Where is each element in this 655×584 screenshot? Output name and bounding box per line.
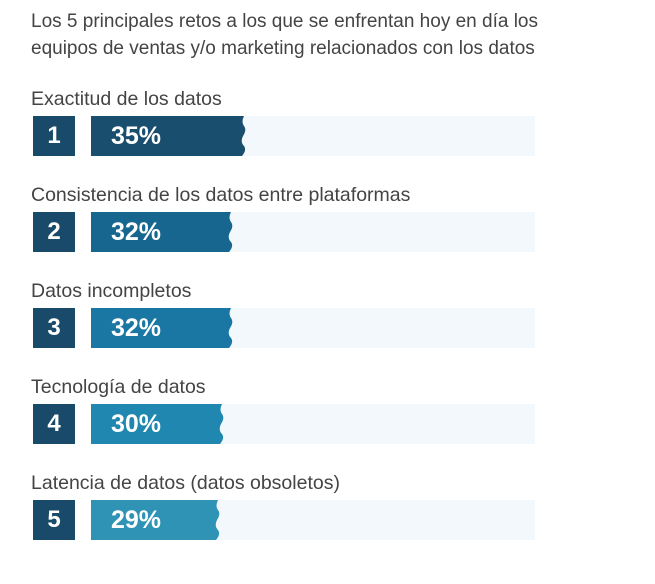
bar-torn-edge <box>240 116 246 156</box>
rank-badge: 2 <box>33 212 75 252</box>
bar-row: Consistencia de los datos entre platafor… <box>0 184 655 296</box>
bar-track: 35% <box>91 116 535 156</box>
bar-row: Tecnología de datos 4 30% <box>0 376 655 488</box>
bar: 29% <box>91 500 219 540</box>
bar: 32% <box>91 212 233 252</box>
bar-torn-edge <box>218 404 224 444</box>
rank-badge: 4 <box>33 404 75 444</box>
bar-value-label: 32% <box>111 314 162 342</box>
bar-value-label: 30% <box>111 410 162 438</box>
rank-badge: 3 <box>33 308 75 348</box>
bar: 35% <box>91 116 246 156</box>
bar-label: Latencia de datos (datos obsoletos) <box>31 472 340 494</box>
bar-label: Tecnología de datos <box>31 376 206 398</box>
bar-row: Exactitud de los datos 1 35% <box>0 88 655 200</box>
bar-track: 30% <box>91 404 535 444</box>
bar-track: 32% <box>91 308 535 348</box>
title-line-2: equipos de ventas y/o marketing relacion… <box>31 38 535 59</box>
rank-badge: 1 <box>33 116 75 156</box>
bar-label: Consistencia de los datos entre platafor… <box>31 184 411 206</box>
bar-value-label: 32% <box>111 218 162 246</box>
bar-torn-edge <box>226 212 233 252</box>
bar-value-label: 35% <box>111 122 162 150</box>
bar-value-label: 29% <box>111 506 162 534</box>
bar-row: Latencia de datos (datos obsoletos) 5 29… <box>0 472 655 584</box>
title-line-1: Los 5 principales retos a los que se enf… <box>31 11 538 32</box>
bar-torn-edge <box>226 308 233 348</box>
bar-label: Datos incompletos <box>31 280 192 302</box>
bar: 32% <box>91 308 233 348</box>
bar-row: Datos incompletos 3 32% <box>0 280 655 392</box>
bar-track: 29% <box>91 500 535 540</box>
bar-label: Exactitud de los datos <box>31 88 222 110</box>
chart-title: Los 5 principales retos a los que se enf… <box>31 8 538 62</box>
bar: 30% <box>91 404 224 444</box>
bar-torn-edge <box>213 500 219 540</box>
chart: Los 5 principales retos a los que se enf… <box>0 8 655 540</box>
rank-badge: 5 <box>33 500 75 540</box>
bar-track: 32% <box>91 212 535 252</box>
